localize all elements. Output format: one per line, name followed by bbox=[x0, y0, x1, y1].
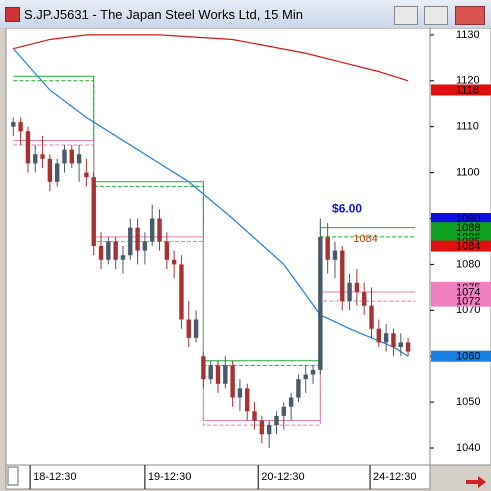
candle-body bbox=[354, 282, 360, 292]
candle-body bbox=[33, 154, 38, 164]
candle-body bbox=[391, 333, 396, 348]
maximize-button[interactable] bbox=[424, 6, 448, 25]
candle-body bbox=[252, 411, 257, 421]
candle-body bbox=[340, 250, 345, 302]
y-tick-label: 1100 bbox=[456, 167, 480, 179]
candle-body bbox=[157, 218, 162, 242]
price-label: 1072 bbox=[456, 296, 480, 308]
price-label: 1074 bbox=[456, 286, 480, 298]
candle-body bbox=[171, 259, 177, 265]
candle-body bbox=[135, 227, 140, 251]
candle-body bbox=[347, 282, 352, 302]
price-label: 1090 bbox=[456, 213, 480, 225]
candle-body bbox=[325, 236, 330, 260]
candle-body bbox=[150, 218, 155, 242]
price-label-box bbox=[431, 84, 491, 96]
x-tick-label: 19-12:30 bbox=[148, 471, 191, 483]
scroll-arrow[interactable] bbox=[466, 476, 486, 488]
price-label: 1088 bbox=[456, 222, 480, 234]
title-bar: S.JP.J5631 - The Japan Steel Works Ltd, … bbox=[0, 0, 491, 28]
price-label-box bbox=[431, 295, 491, 307]
y-tick-label: 1080 bbox=[456, 258, 480, 270]
candle-body bbox=[84, 172, 89, 178]
candle-body bbox=[318, 236, 323, 370]
candle-body bbox=[332, 250, 338, 260]
annotation: 1084 bbox=[353, 233, 377, 245]
candle-body bbox=[215, 365, 221, 384]
candle-body bbox=[296, 379, 301, 398]
candle-body bbox=[383, 333, 389, 343]
y-tick-label: 1110 bbox=[456, 121, 479, 133]
y-tick-label: 1130 bbox=[456, 29, 480, 41]
moving-average bbox=[12, 48, 409, 357]
price-label: 1060 bbox=[456, 351, 480, 363]
candle-body bbox=[376, 328, 382, 343]
close-button[interactable] bbox=[455, 6, 485, 25]
annotation: $6.00 bbox=[332, 201, 362, 215]
candle-body bbox=[274, 415, 279, 426]
x-tick-label: 20-12:30 bbox=[261, 471, 304, 483]
candle-body bbox=[91, 177, 96, 247]
app-icon bbox=[5, 7, 20, 22]
chart: 1040 1050 1060 1070 1080 1090 1100 1110 1120 1130… bbox=[5, 28, 491, 490]
candle-body bbox=[201, 356, 206, 380]
x-tick-label: 18-12:30 bbox=[33, 471, 76, 483]
candle-body bbox=[230, 365, 235, 398]
candle-body bbox=[40, 154, 45, 159]
candle-body bbox=[11, 122, 16, 127]
candle-body bbox=[18, 122, 23, 132]
candle-body bbox=[76, 154, 82, 164]
candle-body bbox=[120, 255, 126, 260]
candle-body bbox=[186, 319, 191, 338]
scroll-box[interactable] bbox=[7, 466, 19, 486]
y-tick-label: 1050 bbox=[456, 396, 480, 408]
candle-body bbox=[106, 241, 111, 260]
price-label-box bbox=[431, 222, 491, 234]
candle-body bbox=[362, 291, 367, 306]
minimize-button[interactable] bbox=[394, 6, 418, 25]
y-tick-label: 1120 bbox=[456, 75, 480, 87]
candle-body bbox=[69, 149, 74, 164]
candle-body bbox=[62, 149, 67, 164]
candle-body bbox=[128, 227, 133, 256]
candle-body bbox=[237, 388, 243, 398]
candle-body bbox=[405, 342, 411, 352]
candle-body bbox=[398, 342, 403, 348]
moving-average bbox=[13, 34, 409, 82]
price-label-box bbox=[431, 240, 491, 252]
y-tick-label: 1070 bbox=[456, 304, 480, 316]
candle-body bbox=[98, 246, 104, 260]
candle-body bbox=[303, 374, 308, 380]
candle-body bbox=[266, 425, 272, 435]
candle-body bbox=[47, 158, 53, 182]
candle-body bbox=[54, 163, 60, 182]
x-tick-label: 24-12:30 bbox=[373, 471, 416, 483]
candle-body bbox=[259, 420, 265, 435]
time-axis bbox=[5, 464, 431, 490]
price-label: 1118 bbox=[456, 84, 479, 96]
price-label-box bbox=[431, 212, 491, 224]
candle-body bbox=[142, 241, 148, 251]
candle-body bbox=[310, 369, 316, 375]
candle-body bbox=[113, 241, 118, 260]
window-title: S.JP.J5631 - The Japan Steel Works Ltd, … bbox=[24, 7, 303, 22]
candle-body bbox=[288, 397, 294, 407]
candle-body bbox=[369, 305, 374, 329]
candle-body bbox=[281, 406, 286, 416]
price-label: 1084 bbox=[456, 240, 480, 252]
candle-body bbox=[179, 264, 184, 320]
candle-body bbox=[223, 365, 228, 384]
candle-body bbox=[164, 241, 170, 260]
candle-body bbox=[193, 319, 199, 338]
candle-body bbox=[245, 388, 250, 412]
plot-area bbox=[5, 28, 431, 466]
price-label-box bbox=[431, 286, 491, 298]
price-label-box bbox=[431, 350, 491, 362]
y-tick-label: 1040 bbox=[456, 442, 480, 454]
candle-body bbox=[208, 365, 213, 380]
candle-body bbox=[25, 131, 31, 164]
